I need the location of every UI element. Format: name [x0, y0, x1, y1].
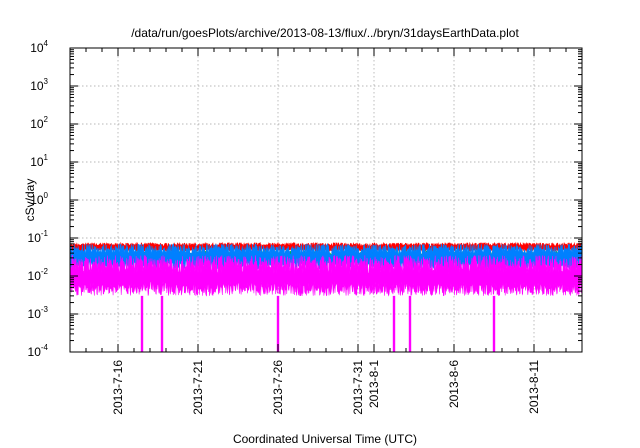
dropout-spike: [276, 295, 280, 352]
data-layer: [69, 241, 583, 352]
dropout-spike: [140, 295, 144, 352]
x-tick-label-group: 2013-8-11: [527, 360, 541, 414]
grid-layer: [70, 48, 582, 352]
y-tick-label: 10-3: [28, 305, 49, 321]
y-tick-label: 10-2: [28, 267, 49, 283]
x-tick-label-group: 2013-7-21: [191, 360, 205, 415]
x-tick-label-group: 2013-7-26: [271, 360, 285, 415]
y-tick-label: 104: [30, 39, 48, 55]
dropout-spike: [408, 295, 412, 352]
dropout-spike: [392, 295, 396, 352]
x-tick-label: 2013-7-21: [191, 360, 205, 415]
y-tick-label: 100: [30, 191, 48, 207]
y-tick-label: 103: [30, 77, 48, 93]
y-axis-label: cSv/day: [23, 179, 37, 222]
x-tick-label: 2013-8-11: [527, 360, 541, 414]
x-tick-label-group: 2013-8-1: [367, 360, 381, 408]
chart-title: /data/run/goesPlots/archive/2013-08-13/f…: [131, 26, 519, 40]
y-tick-label: 10-4: [28, 343, 49, 359]
x-tick-label: 2013-7-26: [271, 360, 285, 415]
x-tick-label-group: 2013-7-31: [351, 360, 365, 415]
x-tick-label-group: 2013-8-6: [447, 360, 461, 408]
dropout-spike: [492, 295, 496, 352]
y-tick-label: 102: [30, 115, 48, 131]
x-tick-labels: 2013-7-16 2013-7-21 2013-7-26 2013-7-31 2013…: [111, 360, 541, 415]
x-tick-label: 2013-7-16: [111, 360, 125, 415]
x-tick-label-group: 2013-7-16: [111, 360, 125, 415]
x-tick-label: 2013-8-6: [447, 360, 461, 408]
x-tick-label: 2013-8-1: [367, 360, 381, 408]
y-tick-label: 10-1: [28, 229, 49, 245]
dropout-spike: [160, 295, 164, 352]
tick-layer: [69, 47, 583, 353]
x-tick-label: 2013-7-31: [351, 360, 365, 415]
y-tick-label: 101: [30, 153, 48, 169]
y-tick-labels: 10-4 10-3 10-2 10-1 100 101 102 103 104: [28, 39, 49, 359]
x-axis-label: Coordinated Universal Time (UTC): [233, 432, 417, 446]
